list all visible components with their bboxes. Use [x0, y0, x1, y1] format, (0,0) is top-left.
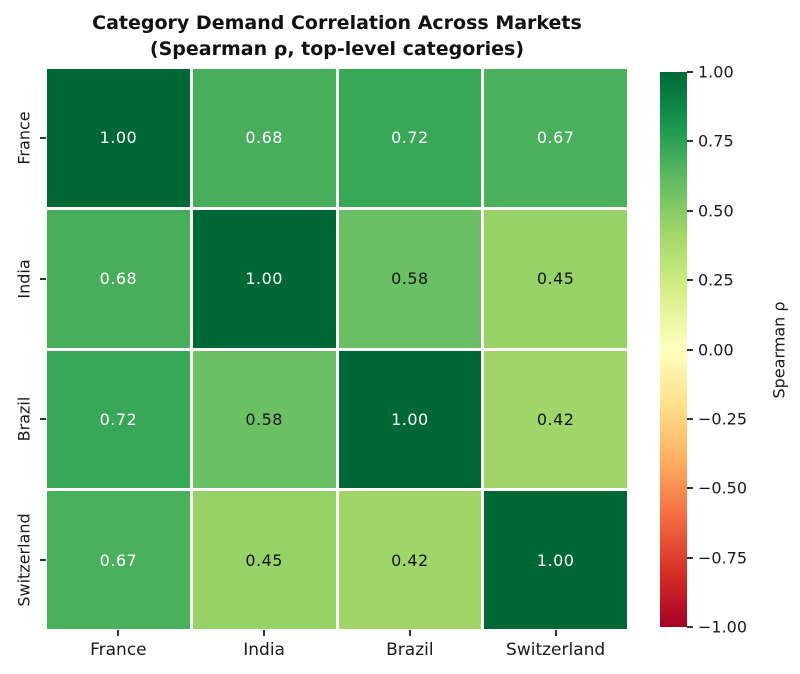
- chart-subtitle: (Spearman ρ, top-level categories): [149, 38, 525, 60]
- heatmap-cell-india-france: 0.68: [47, 209, 190, 348]
- colorbar-tick-mark: [687, 487, 693, 490]
- cell-value: 1.00: [99, 128, 138, 148]
- colorbar-tick-mark: [687, 209, 693, 212]
- heatmap-cell-switzerland-france: 0.67: [47, 491, 190, 629]
- heatmap-cell-brazil-brazil: 1.00: [338, 350, 482, 489]
- colorbar-tick-label: 0.75: [698, 131, 734, 151]
- colorbar-tick-label: 0.25: [698, 270, 734, 290]
- cell-value: 0.45: [536, 269, 575, 289]
- colorbar-tick-label: −0.50: [698, 478, 748, 498]
- colorbar-tick-mark: [687, 348, 693, 351]
- colorbar-tick-mark: [687, 140, 693, 143]
- y-tick-label-india: India: [14, 258, 34, 299]
- x-tick-mark: [263, 630, 266, 636]
- heatmap-cell-switzerland-switzerland: 1.00: [484, 491, 627, 629]
- cell-value: 0.67: [536, 128, 575, 148]
- cell-value: 1.00: [245, 269, 283, 289]
- y-tick-label-brazil: Brazil: [14, 397, 34, 442]
- cell-value: 0.58: [391, 269, 429, 289]
- cell-value: 0.72: [99, 409, 138, 429]
- x-tick-mark: [117, 630, 120, 636]
- colorbar-tick-mark: [687, 417, 693, 420]
- y-tick-label-france: France: [14, 111, 34, 165]
- colorbar-tick-mark: [687, 279, 693, 282]
- y-tick-mark: [40, 277, 46, 280]
- heatmap-cell-france-india: 0.68: [192, 69, 336, 207]
- colorbar: [660, 72, 687, 627]
- colorbar-tick-label: −0.25: [698, 409, 748, 429]
- x-tick-mark: [554, 630, 557, 636]
- x-tick-label-france: France: [90, 640, 147, 660]
- cell-value: 0.68: [99, 269, 138, 289]
- heatmap-cell-brazil-switzerland: 0.42: [484, 350, 627, 489]
- heatmap-grid: 1.00 0.68 0.72 0.67 0.68 1.00 0.58 0.45 0.72 0.58…: [47, 69, 627, 629]
- cell-value: 0.42: [536, 409, 575, 429]
- x-tick-label-switzerland: Switzerland: [506, 640, 606, 660]
- heatmap-cell-france-brazil: 0.72: [338, 69, 482, 207]
- heatmap-cell-switzerland-brazil: 0.42: [338, 491, 482, 629]
- colorbar-tick-mark: [687, 71, 693, 73]
- colorbar-tick-label: 0.50: [698, 201, 734, 221]
- heatmap-cell-india-india: 1.00: [192, 209, 336, 348]
- cell-value: 0.42: [391, 550, 429, 570]
- y-tick-mark: [40, 559, 46, 562]
- heatmap-cell-india-switzerland: 0.45: [484, 209, 627, 348]
- heatmap-cell-brazil-france: 0.72: [47, 350, 190, 489]
- x-tick-label-india: India: [243, 640, 285, 660]
- y-tick-label-switzerland: Switzerland: [14, 513, 34, 607]
- y-tick-mark: [40, 418, 46, 421]
- y-tick-mark: [40, 136, 46, 139]
- heatmap-cell-france-france: 1.00: [47, 69, 190, 207]
- cell-value: 0.68: [245, 128, 283, 148]
- cell-value: 0.45: [245, 550, 283, 570]
- heatmap-cell-switzerland-india: 0.45: [192, 491, 336, 629]
- colorbar-tick-mark: [687, 556, 693, 559]
- chart-title: Category Demand Correlation Across Marke…: [92, 12, 582, 34]
- heatmap-cell-france-switzerland: 0.67: [484, 69, 627, 207]
- colorbar-tick-label: 0.00: [698, 340, 734, 359]
- cell-value: 0.67: [99, 550, 138, 570]
- cell-value: 0.58: [245, 409, 283, 429]
- cell-value: 0.72: [391, 128, 429, 148]
- heatmap-cell-india-brazil: 0.58: [338, 209, 482, 348]
- colorbar-tick-label: 1.00: [698, 62, 734, 82]
- colorbar-tick-label: −1.00: [698, 617, 748, 637]
- chart-title-block: Category Demand Correlation Across Marke…: [47, 10, 627, 62]
- x-tick-mark: [408, 630, 411, 636]
- colorbar-label: Spearman ρ: [769, 301, 789, 399]
- colorbar-tick-label: −0.75: [698, 548, 748, 568]
- cell-value: 1.00: [391, 409, 429, 429]
- heatmap-cell-brazil-india: 0.58: [192, 350, 336, 489]
- cell-value: 1.00: [536, 550, 575, 570]
- colorbar-tick-mark: [687, 626, 693, 628]
- x-tick-label-brazil: Brazil: [386, 640, 434, 660]
